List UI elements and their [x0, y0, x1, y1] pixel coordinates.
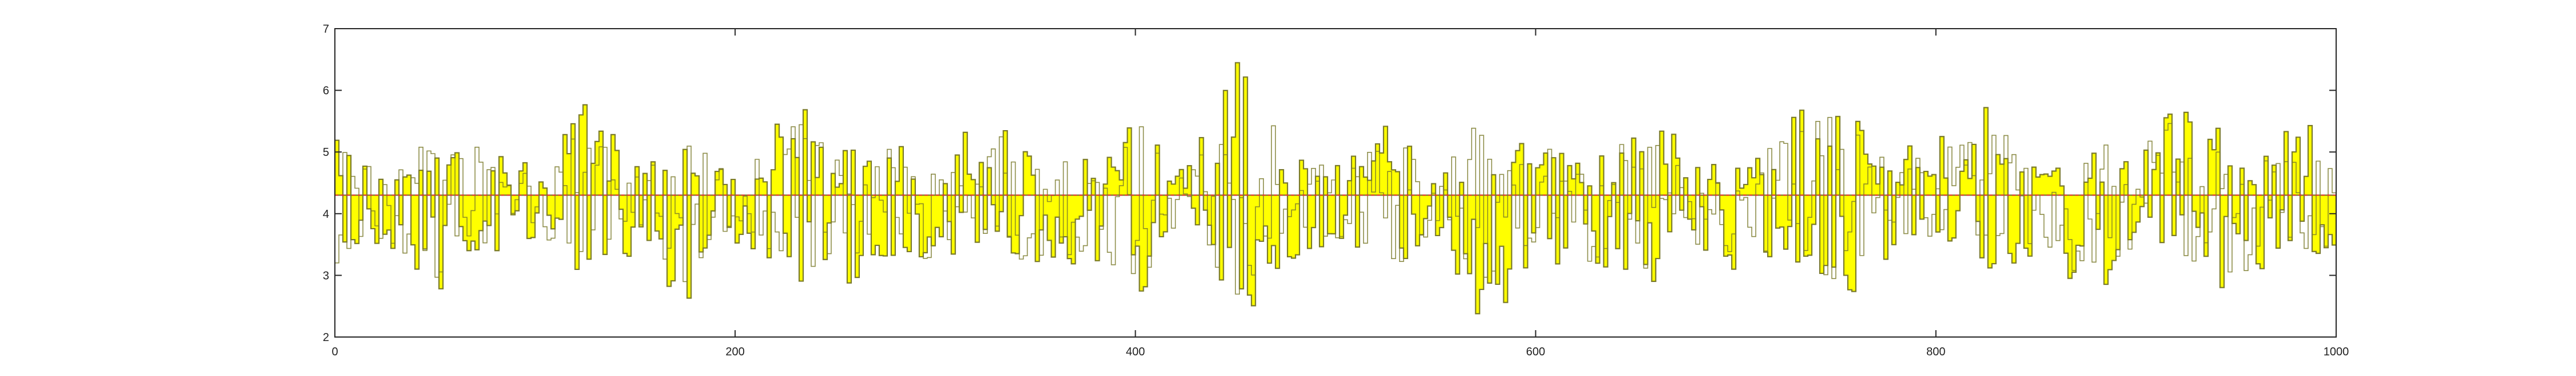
y-tick-label: 7 — [323, 23, 329, 36]
data-layer — [334, 62, 2337, 315]
y-tick-label: 4 — [323, 208, 329, 221]
x-tick-label: 0 — [331, 346, 338, 358]
y-tick-label: 5 — [323, 146, 329, 159]
y-tick-label: 2 — [323, 331, 329, 344]
y-tick-label: 6 — [323, 85, 329, 97]
x-tick-label: 400 — [1126, 346, 1145, 358]
x-tick-label: 800 — [1926, 346, 1945, 358]
x-tick-label: 200 — [726, 346, 745, 358]
y-tick-label: 3 — [323, 269, 329, 282]
signal-line — [335, 117, 2337, 295]
x-tick-label: 1000 — [2324, 346, 2349, 358]
x-tick-label: 600 — [1526, 346, 1545, 358]
plot-frame — [334, 28, 2337, 338]
